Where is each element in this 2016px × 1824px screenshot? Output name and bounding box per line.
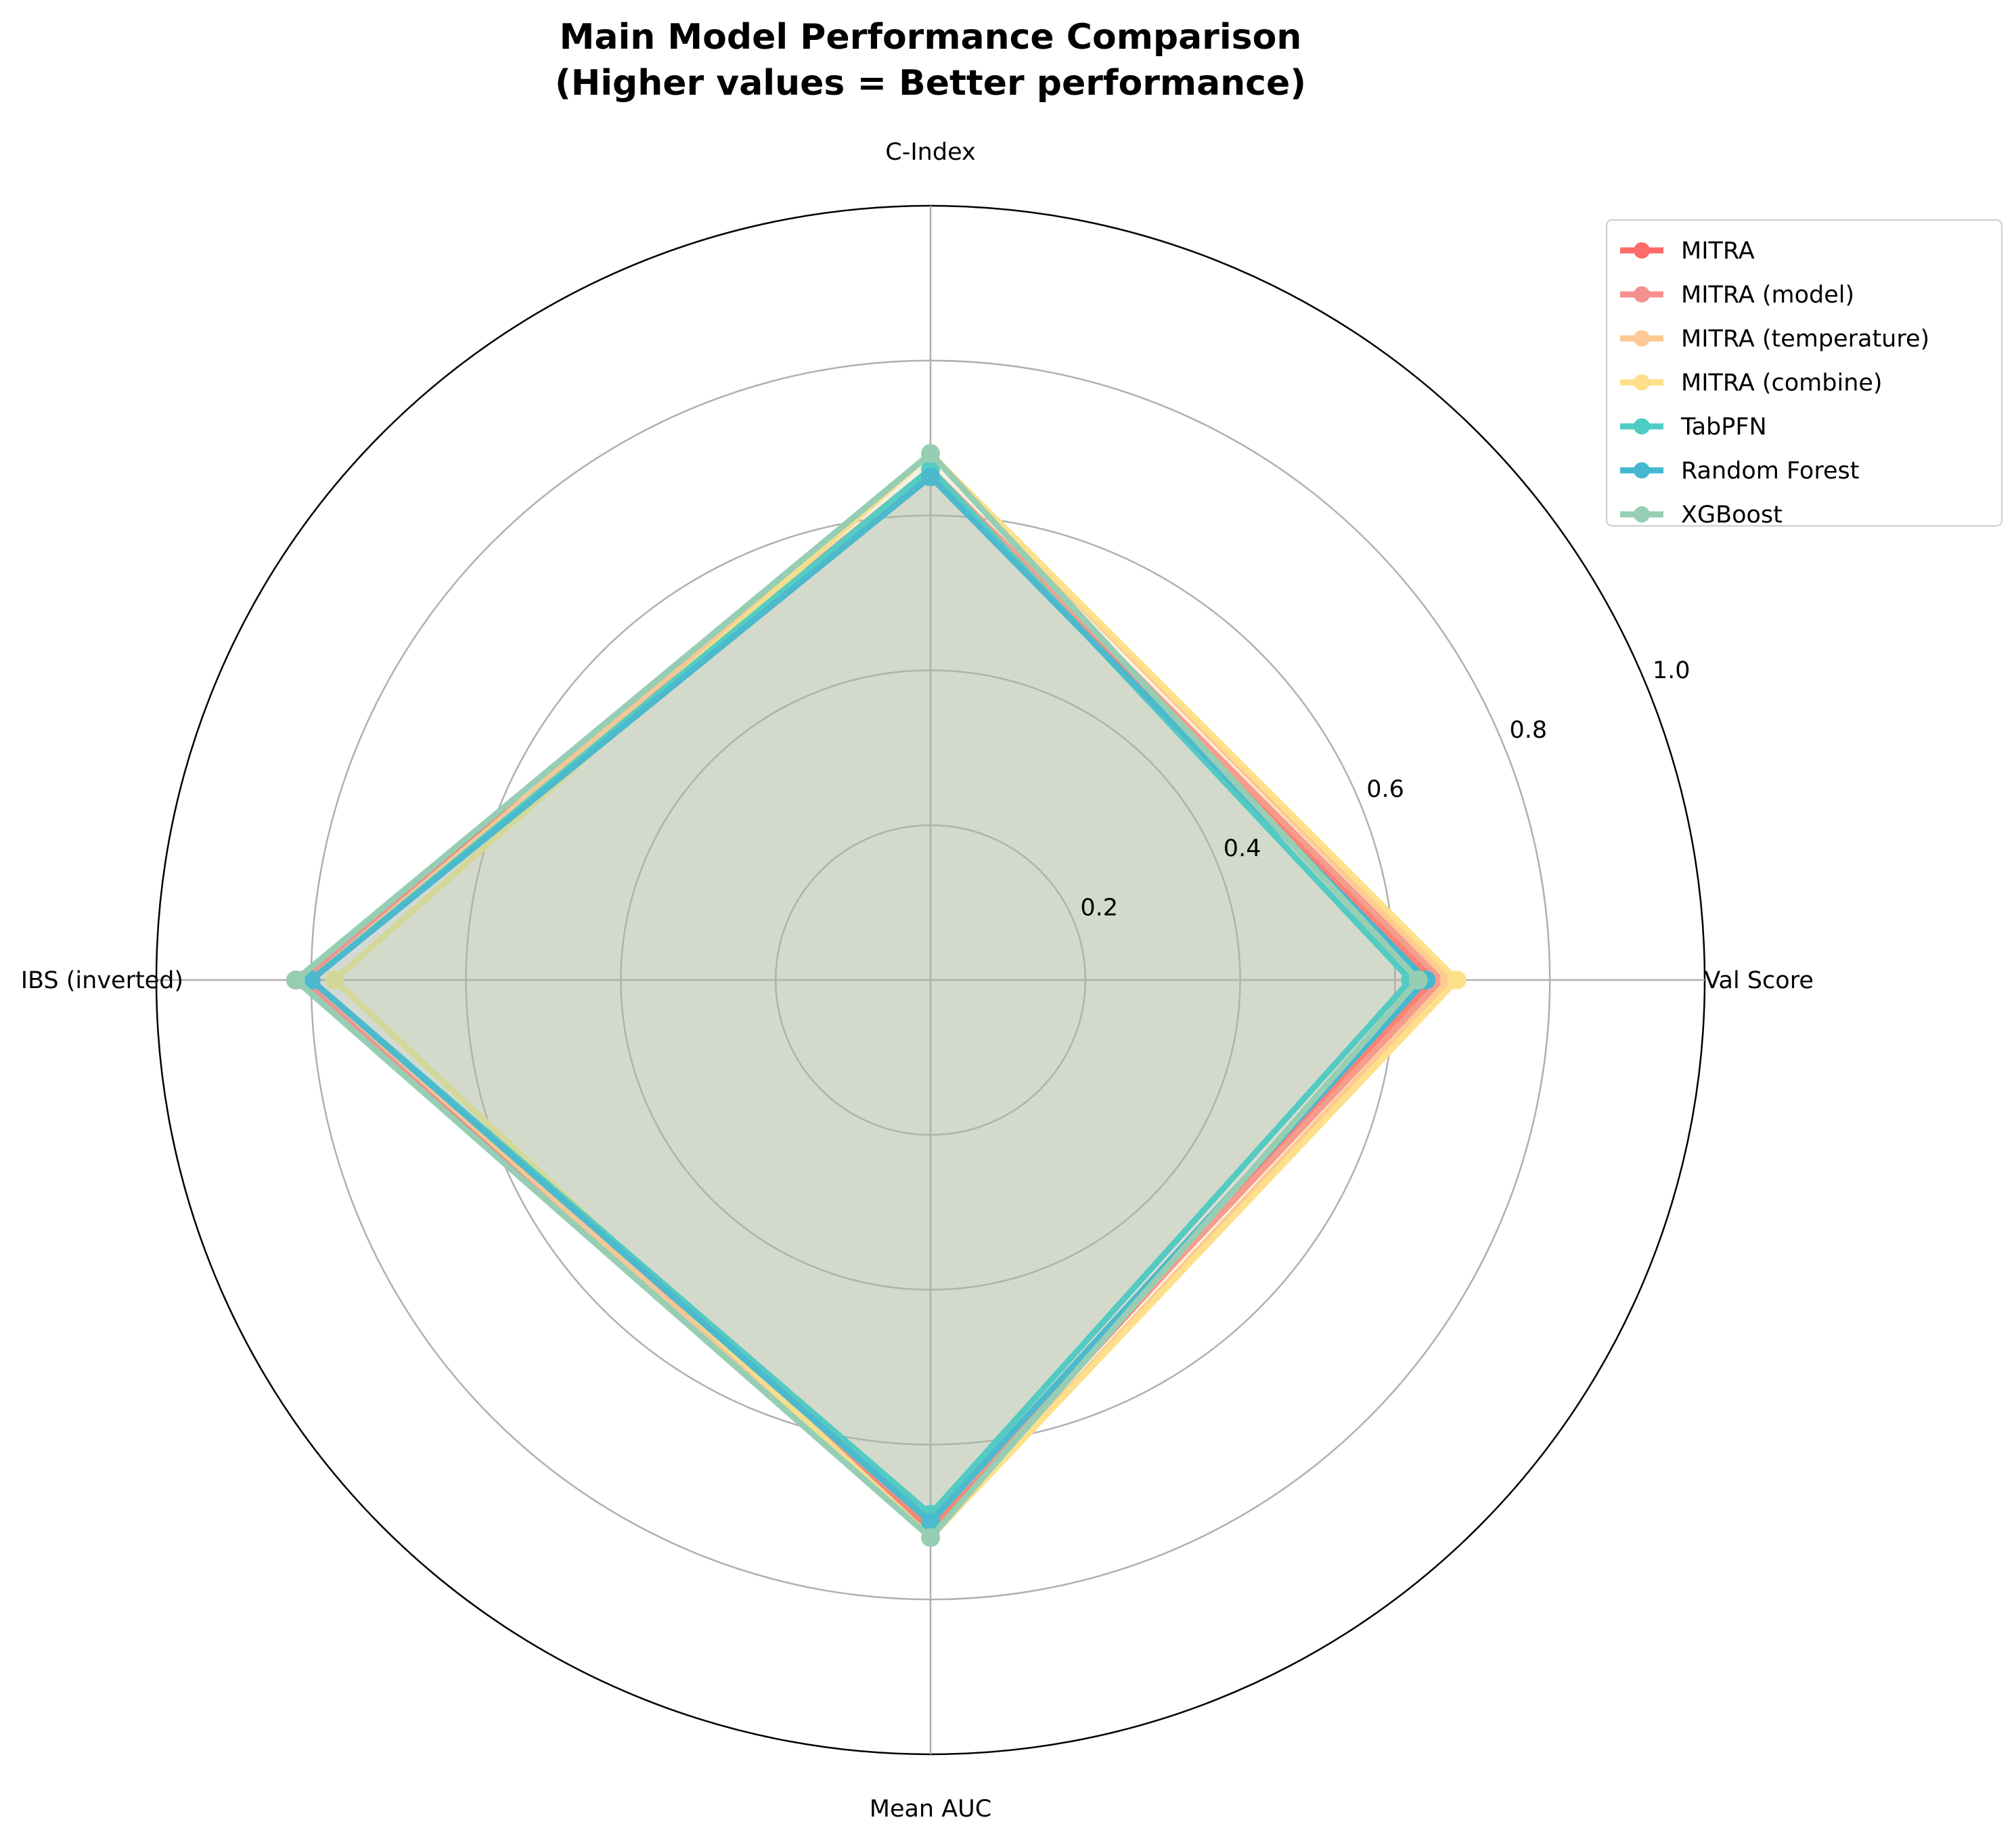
rtick-label-3: 0.8 (1510, 717, 1548, 744)
series-point-random-forest-mean-auc (921, 1512, 940, 1532)
rtick-label-4: 1.0 (1653, 657, 1690, 684)
chart-title-line-2: (Higher values = Better performance) (555, 63, 1306, 104)
legend-label-random-forest: Random Forest (1681, 458, 1859, 485)
series-point-mitra-combine-val-score (1447, 971, 1466, 989)
series-point-xgboost-c-index (921, 444, 940, 464)
rtick-label-2: 0.6 (1366, 776, 1404, 803)
series-point-xgboost-ibs-inverted (286, 971, 305, 989)
legend-label-tabpfn: TabPFN (1680, 414, 1767, 441)
axis-label-ibs-inverted: IBS (inverted) (21, 967, 183, 994)
legend-label-mitra: MITRA (1681, 238, 1755, 265)
legend-label-mitra-combine: MITRA (combine) (1681, 370, 1883, 397)
axis-label-mean-auc: Mean AUC (870, 1796, 992, 1823)
series-fill-tabpfn (311, 469, 1411, 1515)
legend-label-mitra-model: MITRA (model) (1681, 282, 1854, 309)
legend: MITRA MITRA (model) MITRA (temperature) MIT… (1606, 219, 2002, 529)
series-point-random-forest-ibs-inverted (301, 971, 321, 989)
series-point-random-forest-c-index (921, 467, 940, 487)
legend-swatch-marker-xgboost (1634, 506, 1650, 522)
rtick-label-0: 0.2 (1080, 894, 1118, 921)
legend-label-mitra-temperature: MITRA (temperature) (1681, 326, 1929, 353)
axis-label-val-score: Val Score (1704, 967, 1814, 994)
legend-frame (1606, 219, 2002, 527)
series-point-mitra-combine-ibs-inverted (325, 971, 344, 989)
legend-label-xgboost: XGBoost (1681, 502, 1783, 529)
series-fill-xgboost (295, 453, 1418, 1538)
chart-title-line-1: Main Model Performance Comparison (560, 17, 1302, 58)
rtick-label-1: 0.4 (1224, 835, 1261, 862)
legend-swatch-marker-mitra-model (1634, 286, 1650, 303)
legend-swatch-marker-mitra-temperature (1634, 330, 1650, 347)
label-layer: C-Index Val Score Mean AUC IBS (inverted) 0.… (21, 139, 1814, 1823)
series-layer (286, 444, 1466, 1547)
axis-label-c-index: C-Index (885, 139, 975, 166)
series-point-xgboost-val-score (1408, 971, 1428, 989)
legend-swatch-marker-tabpfn (1634, 418, 1650, 435)
legend-swatch-marker-random-forest (1634, 462, 1650, 479)
legend-swatch-marker-mitra (1634, 242, 1650, 259)
legend-swatch-marker-mitra-combine (1634, 374, 1650, 391)
series-point-xgboost-mean-auc (921, 1528, 940, 1547)
series-fill-random-forest (311, 476, 1427, 1522)
